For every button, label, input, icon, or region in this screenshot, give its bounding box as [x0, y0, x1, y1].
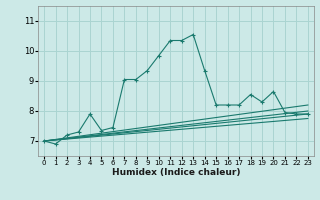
X-axis label: Humidex (Indice chaleur): Humidex (Indice chaleur)	[112, 168, 240, 177]
